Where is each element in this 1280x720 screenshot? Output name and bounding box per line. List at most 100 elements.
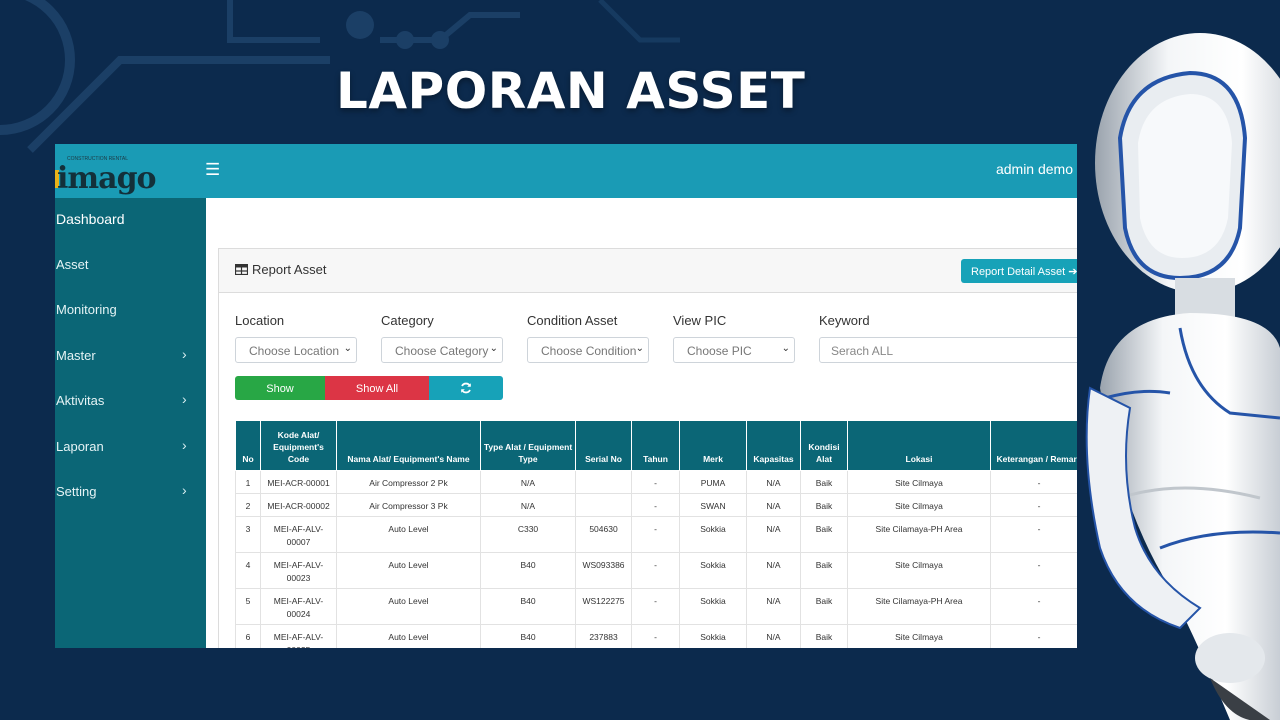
table-cell: Auto Level: [336, 552, 481, 589]
table-row[interactable]: 3 MEI-AF-ALV-00007 Auto Level C330 50463…: [235, 516, 1077, 553]
logo-text: imago: [57, 161, 157, 196]
table-cell: -: [631, 552, 680, 589]
category-select[interactable]: Choose Category ⌄: [381, 337, 503, 363]
asset-table: No Kode Alat/ Equipment's Code Nama Alat…: [235, 420, 1077, 648]
sidebar-item-monitoring[interactable]: Monitoring: [55, 295, 206, 325]
chevron-right-icon: ›: [182, 346, 187, 362]
table-cell: N/A: [746, 493, 801, 517]
table-cell: Baik: [800, 493, 848, 517]
column-header[interactable]: Tahun: [631, 420, 680, 471]
table-cell: N/A: [480, 493, 576, 517]
condition-select[interactable]: Choose Condition ⌄: [527, 337, 649, 363]
refresh-icon: [461, 382, 471, 394]
card-title: Report Asset: [235, 262, 326, 277]
table-cell: -: [990, 552, 1077, 589]
table-cell: MEI-AF-ALV-00025: [260, 624, 337, 648]
column-header[interactable]: Serial No: [575, 420, 632, 471]
table-cell: N/A: [746, 552, 801, 589]
table-cell: Sokkia: [679, 552, 747, 589]
table-cell: Site Cilmaya: [847, 470, 991, 494]
table-cell: Site Cilmaya: [847, 624, 991, 648]
table-cell: SWAN: [679, 493, 747, 517]
chevron-down-icon: ⌄: [635, 343, 644, 354]
table-cell: 237883: [575, 624, 632, 648]
table-cell: B40: [480, 552, 576, 589]
report-detail-asset-label: Report Detail Asset: [971, 266, 1066, 278]
table-cell: 5: [235, 588, 261, 625]
category-select-value: Choose Category: [395, 344, 489, 358]
column-header[interactable]: Kode Alat/ Equipment's Code: [260, 420, 337, 471]
pic-label: View PIC: [673, 313, 727, 328]
sidebar-item-label: Setting: [56, 484, 97, 499]
pic-select-value: Choose PIC: [687, 344, 752, 358]
top-navbar: CONSTRUCTION RENTAL imago ☰ admin demo: [55, 144, 1077, 198]
table-cell: Air Compressor 2 Pk: [336, 470, 481, 494]
sidebar-item-label: Asset: [56, 257, 89, 272]
chevron-right-icon: ›: [182, 482, 187, 498]
table-cell: WS093386: [575, 552, 632, 589]
table-cell: 2: [235, 493, 261, 517]
sidebar-item-label: Master: [56, 348, 96, 363]
table-cell: Baik: [800, 470, 848, 494]
refresh-button[interactable]: [429, 376, 503, 400]
column-header[interactable]: No: [235, 420, 261, 471]
column-header[interactable]: Type Alat / Equipment Type: [480, 420, 576, 471]
table-cell: 504630: [575, 516, 632, 553]
table-cell: Baik: [800, 588, 848, 625]
sidebar-item-laporan[interactable]: Laporan ›: [55, 432, 206, 462]
table-cell: MEI-ACR-00002: [260, 493, 337, 517]
table-cell: Site Cilmaya: [847, 493, 991, 517]
page-headline: LAPORAN ASSET: [336, 62, 806, 120]
table-row[interactable]: 2 MEI-ACR-00002 Air Compressor 3 Pk N/A …: [235, 493, 1077, 517]
sidebar-item-aktivitas[interactable]: Aktivitas ›: [55, 386, 206, 416]
table-cell: Sokkia: [679, 516, 747, 553]
table-cell: MEI-AF-ALV-00007: [260, 516, 337, 553]
table-cell: -: [990, 624, 1077, 648]
column-header[interactable]: Merk: [679, 420, 747, 471]
sidebar-item-label: Aktivitas: [56, 393, 105, 408]
table-cell: B40: [480, 624, 576, 648]
table-row[interactable]: 4 MEI-AF-ALV-00023 Auto Level B40 WS0933…: [235, 552, 1077, 589]
column-header[interactable]: Nama Alat/ Equipment's Name: [336, 420, 481, 471]
table-cell: -: [631, 516, 680, 553]
report-asset-card: Report Asset Report Detail Asset ➔ Locat…: [218, 248, 1077, 648]
table-row[interactable]: 6 MEI-AF-ALV-00025 Auto Level B40 237883…: [235, 624, 1077, 648]
location-select[interactable]: Choose Location ⌄: [235, 337, 357, 363]
table-cell: -: [631, 588, 680, 625]
table-cell: 3: [235, 516, 261, 553]
user-name[interactable]: admin demo: [995, 161, 1073, 177]
sidebar-item-dashboard[interactable]: Dashboard: [55, 204, 206, 234]
table-cell: Auto Level: [336, 588, 481, 625]
hamburger-icon[interactable]: ☰: [205, 160, 221, 179]
sidebar-item-setting[interactable]: Setting ›: [55, 477, 206, 507]
show-button[interactable]: Show: [235, 376, 325, 400]
table-cell: 6: [235, 624, 261, 648]
table-cell: -: [631, 624, 680, 648]
table-cell: Site Cilmaya: [847, 552, 991, 589]
logo-mark: [55, 170, 59, 188]
table-row[interactable]: 1 MEI-ACR-00001 Air Compressor 2 Pk N/A …: [235, 470, 1077, 494]
column-header[interactable]: Keterangan / Remark: [990, 420, 1077, 471]
column-header[interactable]: Lokasi: [847, 420, 991, 471]
table-cell: Sokkia: [679, 624, 747, 648]
table-cell: [575, 493, 632, 517]
keyword-input[interactable]: Serach ALL: [819, 337, 1077, 363]
column-header[interactable]: Kondisi Alat: [800, 420, 848, 471]
table-row[interactable]: 5 MEI-AF-ALV-00024 Auto Level B40 WS1222…: [235, 588, 1077, 625]
report-detail-asset-button[interactable]: Report Detail Asset ➔: [961, 259, 1077, 283]
sidebar-item-label: Dashboard: [56, 211, 125, 227]
chevron-right-icon: ›: [182, 437, 187, 453]
sidebar-item-master[interactable]: Master ›: [55, 341, 206, 371]
table-cell: Baik: [800, 552, 848, 589]
sidebar-item-asset[interactable]: Asset: [55, 250, 206, 280]
condition-label: Condition Asset: [527, 313, 618, 328]
arrow-circle-right-icon: ➔: [1068, 266, 1077, 278]
sidebar-item-label: Laporan: [56, 439, 104, 454]
column-header[interactable]: Kapasitas: [746, 420, 801, 471]
pic-select[interactable]: Choose PIC ⌄: [673, 337, 795, 363]
table-cell: C330: [480, 516, 576, 553]
table-cell: 4: [235, 552, 261, 589]
show-all-button[interactable]: Show All: [325, 376, 429, 400]
table-cell: Auto Level: [336, 624, 481, 648]
company-logo[interactable]: CONSTRUCTION RENTAL imago: [55, 152, 157, 196]
